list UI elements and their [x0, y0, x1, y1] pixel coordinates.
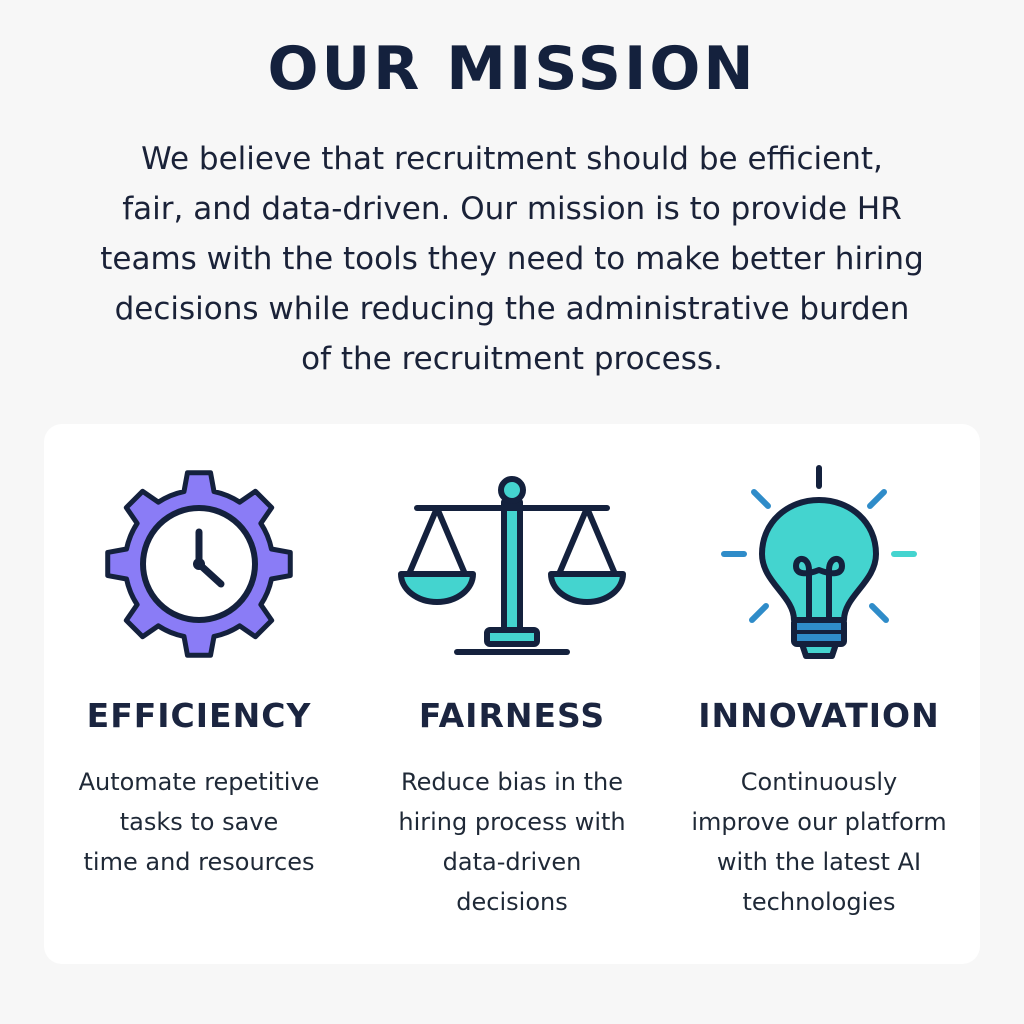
gear-clock-icon [105, 470, 293, 658]
mission-line: of the recruitment process. [301, 341, 723, 377]
value-description: Automate repetitive tasks to save time a… [49, 762, 349, 882]
description-line: improve our platform [691, 808, 947, 836]
description-line: Continuously [740, 768, 898, 796]
mission-line: fair, and data-driven. Our mission is to… [122, 191, 902, 227]
description-line: data-driven [442, 848, 582, 876]
description-line: decisions [456, 888, 568, 916]
value-title: INNOVATION [698, 696, 940, 735]
mission-line: We believe that recruitment should be ef… [141, 141, 883, 177]
description-line: Automate repetitive [78, 768, 320, 796]
values-card: EFFICIENCY Automate repetitive tasks to … [44, 424, 980, 964]
value-fairness: FAIRNESS Reduce bias in the hiring proce… [362, 424, 662, 964]
mission-line: teams with the tools they need to make b… [100, 241, 924, 277]
value-efficiency: EFFICIENCY Automate repetitive tasks to … [49, 424, 349, 964]
description-line: tasks to save [119, 808, 279, 836]
value-description: Continuously improve our platform with t… [669, 762, 969, 922]
page-title: OUR MISSION [267, 34, 757, 104]
lightbulb-icon [721, 465, 917, 659]
description-line: hiring process with [398, 808, 626, 836]
description-line: technologies [742, 888, 896, 916]
description-line: time and resources [83, 848, 315, 876]
value-title: EFFICIENCY [86, 696, 312, 735]
value-title: FAIRNESS [418, 696, 606, 735]
value-description: Reduce bias in the hiring process with d… [362, 762, 662, 922]
scales-icon [398, 476, 626, 655]
value-innovation: INNOVATION Continuously improve our plat… [669, 424, 969, 964]
description-line: with the latest AI [716, 848, 922, 876]
mission-line: decisions while reducing the administrat… [114, 291, 910, 327]
mission-statement: We believe that recruitment should be ef… [70, 134, 954, 384]
description-line: Reduce bias in the [400, 768, 624, 796]
